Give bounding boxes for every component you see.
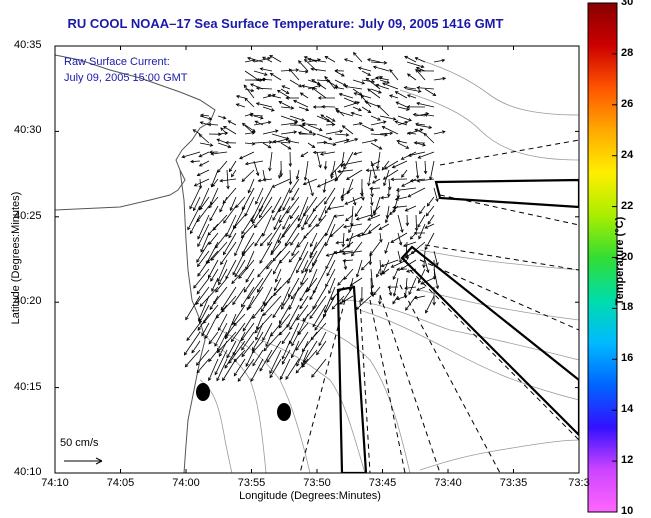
map-area: [55, 51, 579, 473]
colorbar-tick-label: 20: [621, 250, 634, 263]
colorbar-tick-label: 22: [621, 199, 634, 212]
axis-ticks: [54, 45, 580, 474]
y-tick-label: 40:30: [14, 124, 42, 137]
radar-beams: [336, 178, 579, 473]
colorbar-tick-label: 12: [621, 454, 634, 467]
x-tick-label: 73:55: [237, 477, 266, 489]
colorbar-tick-label: 10: [621, 505, 634, 517]
x-tick-label: 73:40: [434, 477, 462, 489]
x-axis-label: Longitude (Degrees:Minutes): [239, 490, 381, 502]
colorbar-ticks: [612, 2, 617, 513]
y-tick-label: 40:35: [14, 39, 42, 51]
inset-line2: July 09, 2005 15:00 GMT: [64, 72, 188, 84]
inset-line1: Raw Surface Current:: [64, 56, 170, 68]
marker-blob: [196, 383, 210, 401]
scale-arrow: [64, 457, 103, 465]
bathymetry-contours: [197, 59, 579, 473]
colorbar-tick-label: 16: [621, 352, 634, 365]
scale-label: 50 cm/s: [60, 437, 99, 449]
current-vectors: [181, 51, 447, 382]
colorbar-tick-label: 30: [621, 0, 634, 8]
x-tick-label: 74:05: [106, 477, 135, 489]
radial-lines: [299, 139, 579, 473]
x-tick-label: 73:50: [303, 477, 331, 489]
coastline: [55, 54, 216, 211]
x-tick-label: 73:3: [568, 477, 590, 489]
x-tick-label: 73:35: [499, 477, 528, 489]
colorbar-tick-label: 18: [621, 301, 634, 314]
y-axis-label: Latitude (Degrees:Minutes): [10, 191, 22, 325]
x-tick-label: 74:00: [172, 477, 200, 489]
y-tick-label: 40:15: [14, 380, 42, 393]
y-tick-label: 40:10: [14, 466, 42, 478]
marker-blob: [277, 403, 291, 421]
colorbar-tick-label: 14: [621, 403, 634, 416]
y-tick-label: 40:25: [14, 209, 42, 222]
colorbar-tick-label: 28: [621, 46, 634, 59]
colorbar-tick-label: 26: [621, 97, 634, 110]
x-tick-label: 74:10: [41, 477, 69, 489]
coastline-south: [179, 169, 206, 473]
x-tick-label: 73:45: [368, 477, 397, 489]
y-tick-label: 40:20: [14, 295, 42, 308]
chart-title: RU COOL NOAA–17 Sea Surface Temperature:…: [67, 16, 504, 31]
colorbar-tick-label: 24: [621, 148, 634, 161]
